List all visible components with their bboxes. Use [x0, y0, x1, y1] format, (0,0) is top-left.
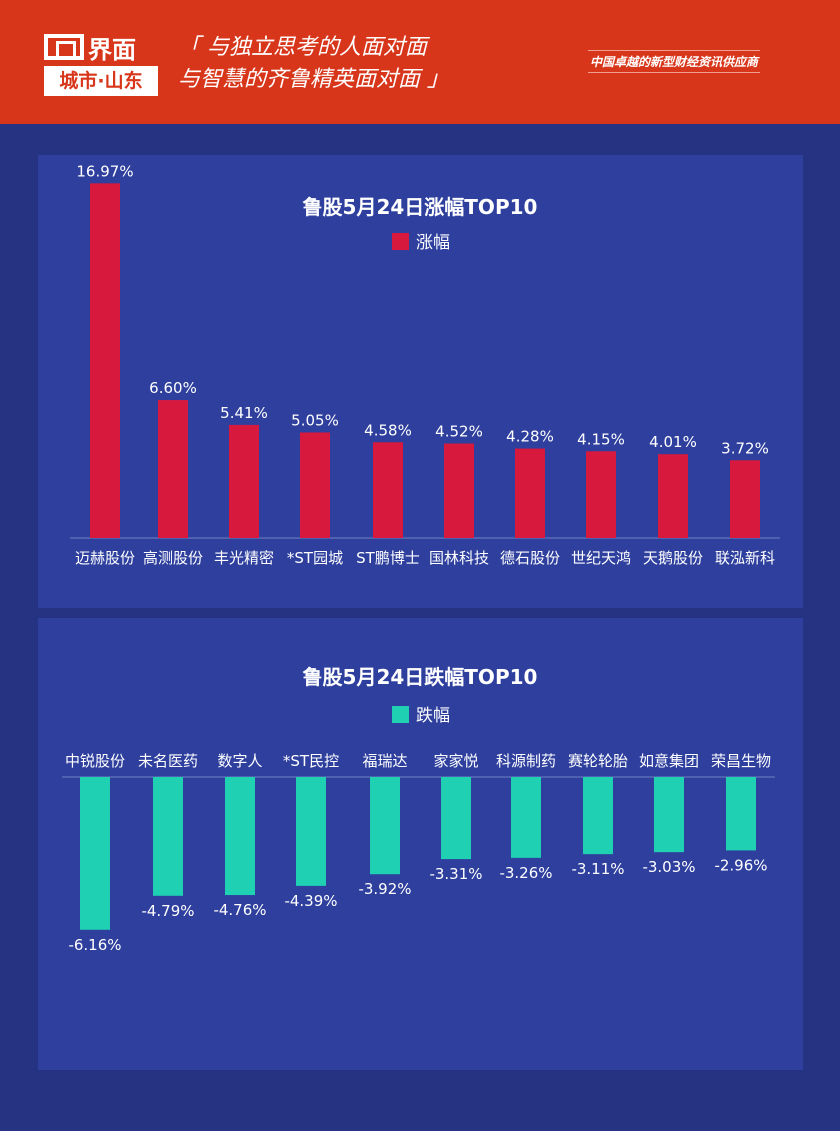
- category-label: 中锐股份: [65, 752, 125, 770]
- data-label: -3.26%: [499, 864, 552, 882]
- logo-city: 城市·山东: [44, 66, 158, 96]
- bar: [583, 777, 613, 855]
- data-label: 6.60%: [149, 379, 197, 397]
- data-label: -3.31%: [429, 865, 482, 883]
- data-label: 5.05%: [291, 411, 339, 429]
- bar: [726, 777, 756, 851]
- bar: [296, 777, 326, 886]
- legend-swatch: [392, 706, 409, 723]
- chart-title: 鲁股5月24日跌幅TOP10: [303, 665, 538, 689]
- category-label: 世纪天鸿: [571, 549, 631, 567]
- data-label: -2.96%: [714, 856, 767, 874]
- data-label: 4.01%: [649, 433, 697, 451]
- slogan-line-2: 与智慧的齐鲁精英面对面 」: [178, 67, 449, 92]
- category-label: 高测股份: [143, 549, 203, 567]
- data-label: 4.52%: [435, 423, 483, 441]
- bar: [300, 432, 330, 538]
- slogan-line-1: 「 与独立思考的人面对面: [178, 35, 427, 60]
- header-banner: 界面 城市·山东 「 与独立思考的人面对面 与智慧的齐鲁精英面对面 」 中国卓越…: [0, 0, 840, 124]
- category-label: 迈赫股份: [75, 549, 135, 567]
- category-label: 德石股份: [500, 549, 560, 567]
- bar: [586, 451, 616, 538]
- category-label: 数字人: [217, 752, 262, 770]
- bar: [441, 777, 471, 860]
- data-label: -3.11%: [571, 860, 624, 878]
- data-label: 4.28%: [506, 428, 554, 446]
- bar: [158, 400, 188, 538]
- category-label: 未名医药: [138, 752, 198, 770]
- category-label: 家家悦: [433, 752, 478, 770]
- bar: [515, 448, 545, 538]
- data-label: -4.76%: [213, 901, 266, 919]
- bar: [225, 777, 255, 896]
- bar: [370, 777, 400, 875]
- bar: [229, 424, 259, 538]
- category-label: 国林科技: [429, 549, 489, 567]
- data-label: 5.41%: [220, 404, 268, 422]
- category-label: 如意集团: [639, 752, 699, 770]
- category-label: ST鹏博士: [356, 549, 420, 567]
- category-label: 联泓新科: [715, 549, 775, 567]
- data-label: 16.97%: [76, 162, 133, 180]
- logo-name: 界面: [88, 35, 136, 64]
- category-label: 赛轮轮胎: [568, 752, 628, 770]
- category-label: *ST民控: [283, 752, 339, 770]
- data-label: 3.72%: [721, 439, 769, 457]
- bar: [444, 443, 474, 538]
- category-label: *ST园城: [287, 549, 343, 567]
- data-label: 4.15%: [577, 430, 625, 448]
- category-label: 天鹅股份: [643, 549, 703, 567]
- bar: [654, 777, 684, 853]
- category-label: 丰光精密: [214, 549, 274, 567]
- logo-mark-icon: [44, 34, 84, 60]
- legend-label: 涨幅: [416, 233, 450, 253]
- data-label: 4.58%: [364, 421, 412, 439]
- bar: [153, 777, 183, 896]
- tagline: 中国卓越的新型财经资讯供应商: [588, 50, 761, 73]
- data-label: -3.03%: [642, 858, 695, 876]
- data-label: -4.39%: [284, 892, 337, 910]
- data-label: -3.92%: [358, 880, 411, 898]
- legend-swatch: [392, 233, 409, 250]
- slogan: 「 与独立思考的人面对面 与智慧的齐鲁精英面对面 」: [178, 32, 449, 96]
- chart-title: 鲁股5月24日涨幅TOP10: [303, 195, 538, 219]
- category-label: 福瑞达: [362, 752, 407, 770]
- category-label: 科源制药: [496, 752, 556, 770]
- bar: [373, 442, 403, 538]
- data-label: -4.79%: [141, 902, 194, 920]
- bar: [80, 777, 110, 930]
- bar: [658, 454, 688, 538]
- logo: 界面 城市·山东: [44, 32, 160, 96]
- bar: [511, 777, 541, 858]
- legend-label: 跌幅: [416, 706, 450, 726]
- bar: [90, 183, 120, 538]
- bar: [730, 460, 760, 538]
- category-label: 荣昌生物: [711, 752, 771, 770]
- data-label: -6.16%: [68, 936, 121, 954]
